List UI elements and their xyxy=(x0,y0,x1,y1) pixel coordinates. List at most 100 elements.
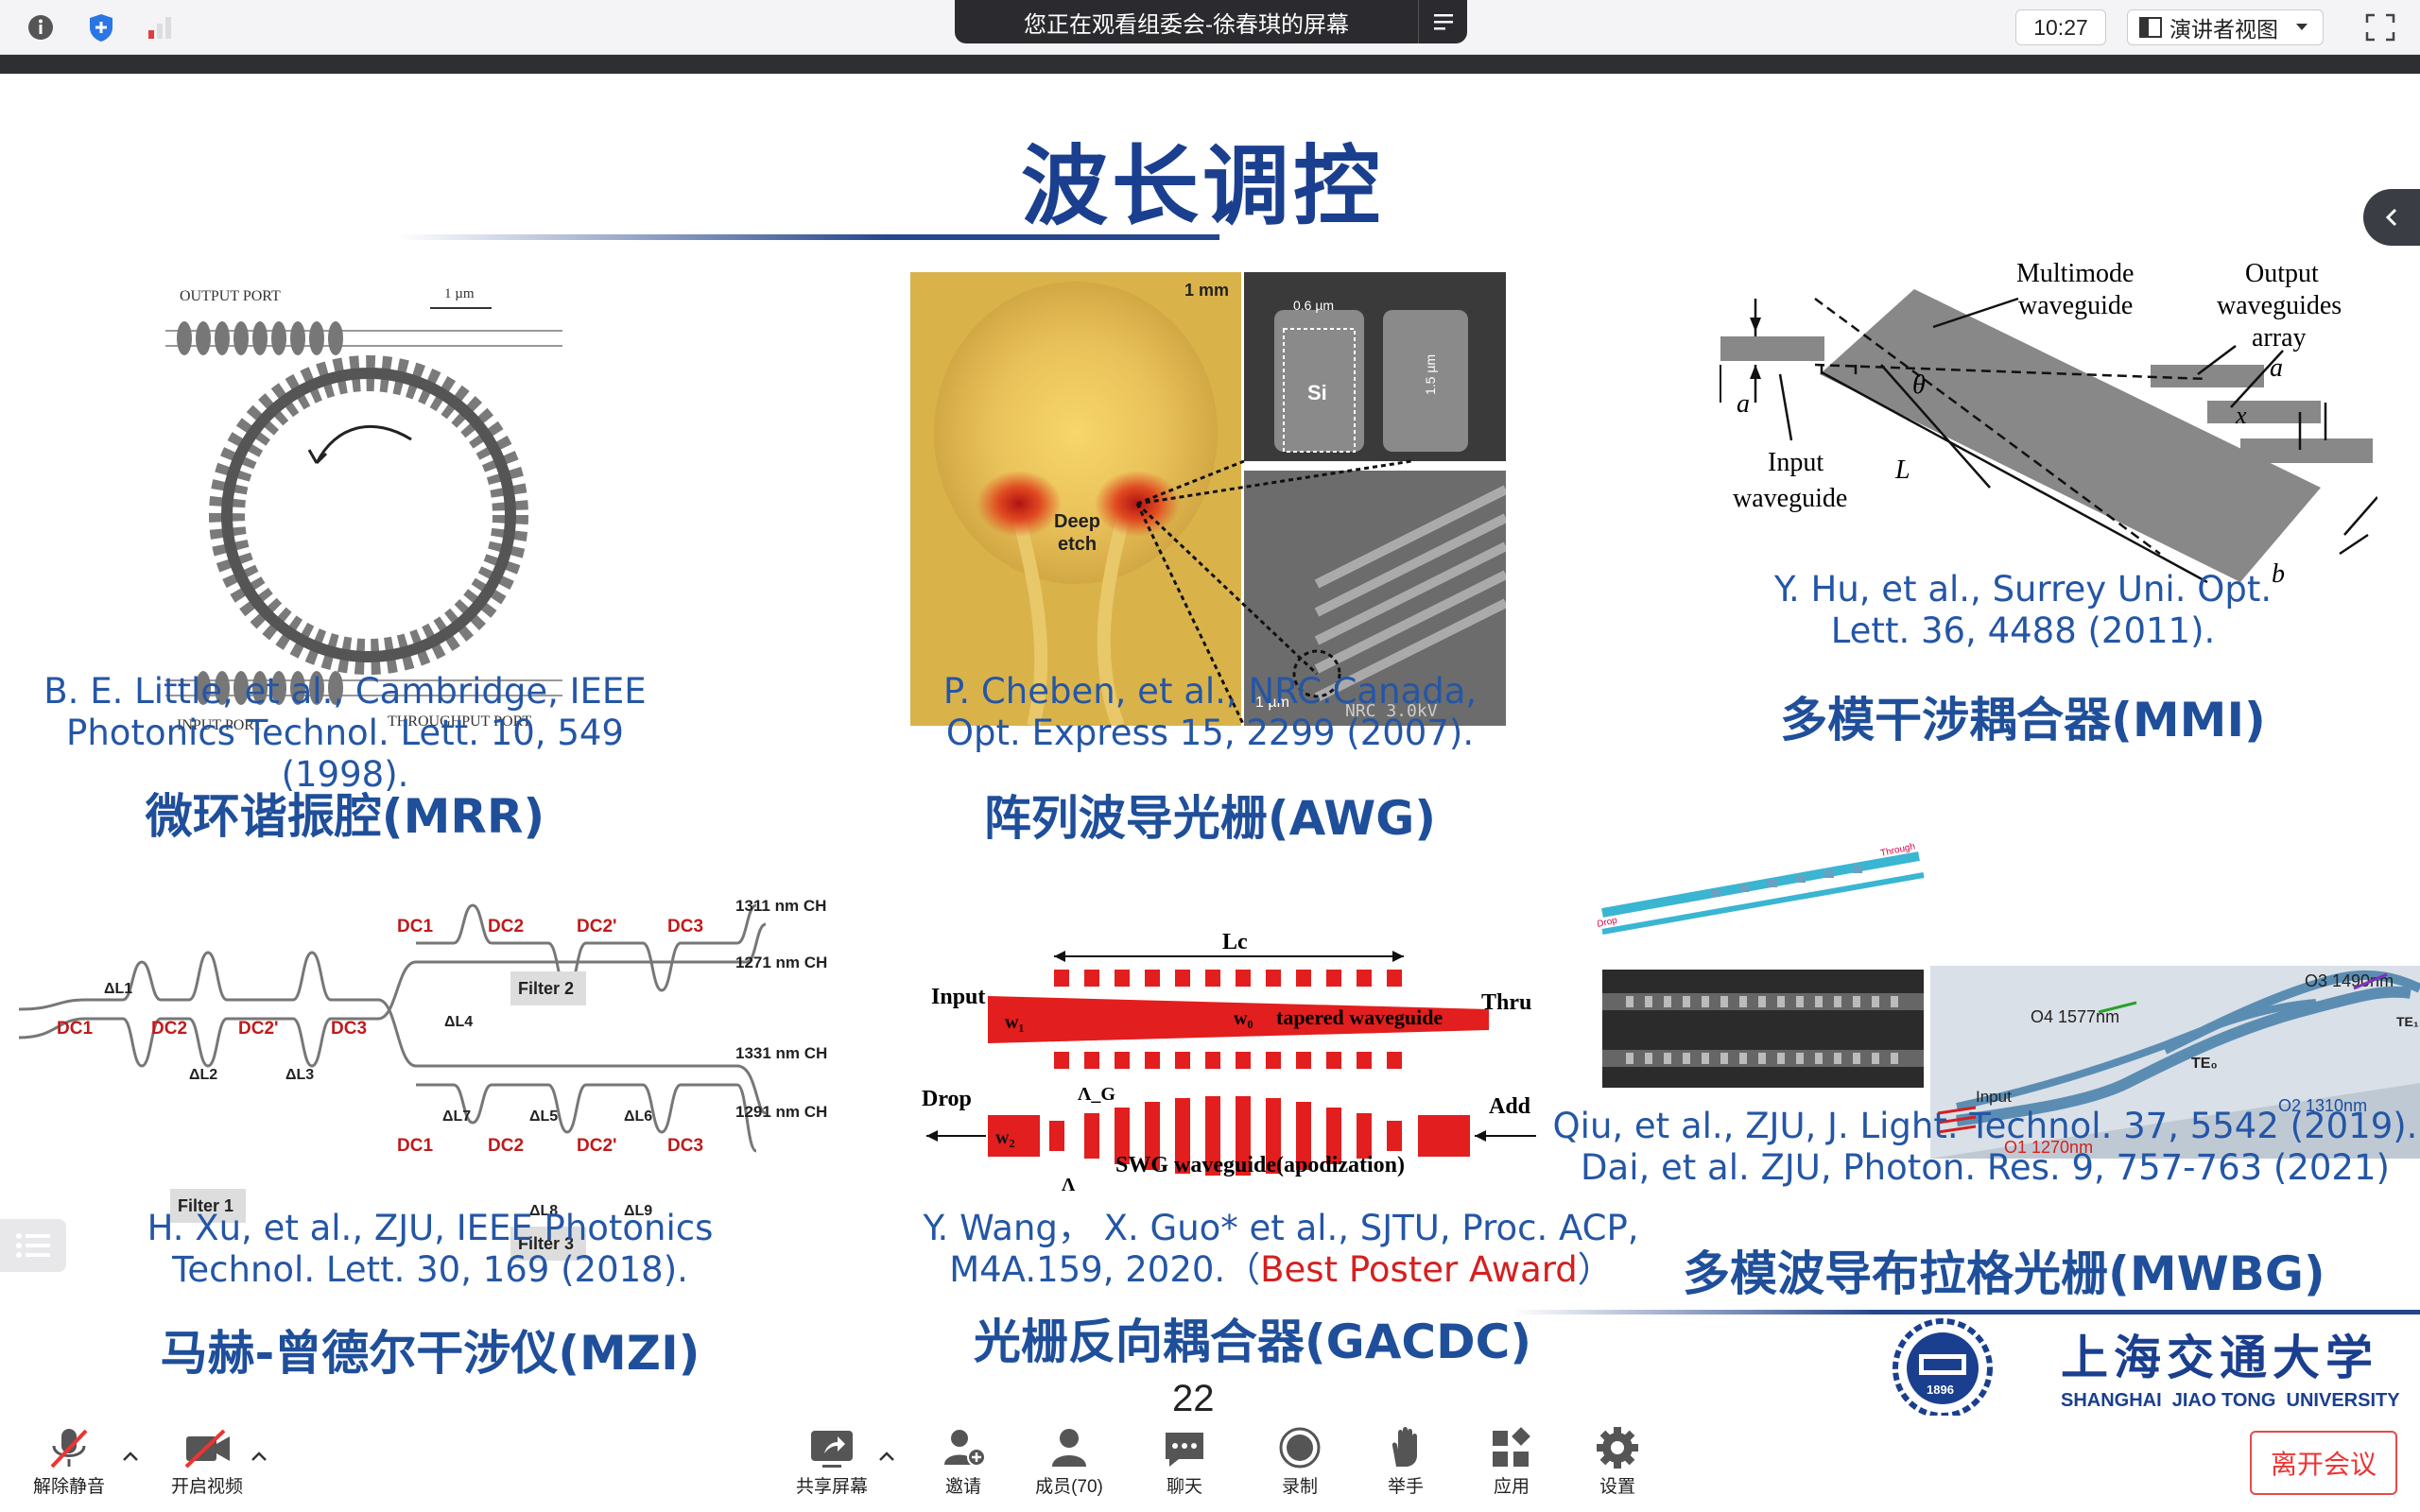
awg-width-label: 0.6 µm xyxy=(1293,298,1334,313)
mzi-dc1-top: DC1 xyxy=(397,917,433,936)
mmi-waveguide-label: waveguide xyxy=(2018,291,2133,320)
fullscreen-icon[interactable] xyxy=(2363,11,2397,43)
mrr-reference: B. E. Little, et al., Cambridge, IEEE Ph… xyxy=(0,671,690,796)
unmute-button[interactable]: 解除静音 xyxy=(17,1425,121,1498)
gacdc-ref-line2-suffix: ） xyxy=(1577,1249,1613,1290)
share-menu-icon[interactable] xyxy=(1418,0,1467,43)
unmute-label: 解除静音 xyxy=(32,1477,105,1497)
members-icon xyxy=(1052,1429,1086,1467)
mwbg-caption: 多模波导布拉格光栅(MWBG) xyxy=(1683,1246,2325,1301)
mrr-scale-label: 1 µm xyxy=(444,286,475,301)
chevron-left-icon xyxy=(2385,208,2397,227)
gacdc-lambda-label: Λ xyxy=(1062,1175,1076,1195)
mwbg-ref-line1: Qiu, et al., ZJU, J. Light. Technol. 37,… xyxy=(1552,1106,2418,1146)
mwbg-reference: Qiu, et al., ZJU, J. Light. Technol. 37,… xyxy=(1550,1106,2420,1189)
footer-line xyxy=(1512,1310,2420,1314)
sjtu-logo: 1896 上海交通大学 SHANGHAI JIAO TONG UNIVERSIT… xyxy=(1891,1316,2401,1416)
start-video-button[interactable]: 开启视频 xyxy=(155,1425,259,1498)
settings-button[interactable]: 设置 xyxy=(1565,1425,1669,1498)
mzi-dc1-bot: DC1 xyxy=(397,1136,433,1156)
mzi-ch1331: 1331 nm CH xyxy=(735,1044,827,1062)
info-icon[interactable] xyxy=(25,11,57,43)
mzi-dl1: ΔL1 xyxy=(104,981,132,997)
title-underline xyxy=(397,234,1219,240)
record-icon xyxy=(1279,1427,1321,1469)
mwbg-input-label: Input xyxy=(1976,1088,2012,1106)
mwbg-drop-label: Drop xyxy=(1598,916,1618,930)
apps-button[interactable]: 应用 xyxy=(1460,1425,1564,1498)
gacdc-lc-label: Lc xyxy=(1222,930,1248,954)
awg-1um-label: 1 µm xyxy=(1255,695,1289,711)
chat-icon xyxy=(1166,1433,1203,1467)
invite-icon xyxy=(944,1430,986,1467)
chevron-down-icon xyxy=(2296,24,2308,30)
side-panel-toggle[interactable] xyxy=(2363,189,2420,246)
mmi-caption: 多模干涉耦合器(MMI) xyxy=(1780,693,2266,747)
awg-sem-label: NRC 3.0kV xyxy=(1345,701,1438,721)
mmi-reference: Y. Hu, et al., Surrey Uni. Opt. Lett. 36… xyxy=(1664,569,2382,652)
mmi-waveguides-label: waveguides xyxy=(2217,291,2342,320)
mwbg-o2-label: O2 1310nm xyxy=(2278,1096,2367,1115)
mzi-dc2p: DC2' xyxy=(238,1019,279,1039)
mwbg-o3-label: O3 1490nm xyxy=(2305,971,2394,990)
window-divider xyxy=(0,55,2420,74)
record-button[interactable]: 录制 xyxy=(1248,1425,1352,1498)
view-mode-dropdown[interactable]: 演讲者视图 xyxy=(2127,9,2324,45)
chevron-up-icon[interactable] xyxy=(250,1450,268,1463)
mzi-dl7: ΔL7 xyxy=(442,1108,471,1125)
chat-button[interactable]: 聊天 xyxy=(1132,1425,1236,1498)
gacdc-ref-line2-prefix: M4A.159, 2020.（ xyxy=(949,1249,1261,1290)
leave-meeting-button[interactable]: 离开会议 xyxy=(2250,1431,2397,1495)
gacdc-thru-label: Thru xyxy=(1481,990,1531,1015)
mmi-ref-line1: Y. Hu, et al., Surrey Uni. Opt. xyxy=(1773,569,2273,610)
video-off-icon xyxy=(184,1429,230,1469)
raise-hand-button[interactable]: 举手 xyxy=(1354,1425,1458,1498)
mmi-multimode-label: Multimode xyxy=(2016,259,2134,288)
layout-icon xyxy=(2139,17,2162,38)
mmi-output-label: Output xyxy=(2245,259,2319,288)
mmi-theta: θ xyxy=(1912,370,1926,400)
chevron-up-icon[interactable] xyxy=(877,1450,896,1463)
members-button[interactable]: 成员(70) xyxy=(1017,1425,1121,1498)
signal-strength-icon[interactable] xyxy=(144,11,176,43)
raise-hand-icon xyxy=(1392,1427,1417,1467)
sjtu-emblem-icon: 1896 xyxy=(1893,1318,1993,1416)
gacdc-w1-label: w₁ xyxy=(1005,1012,1024,1033)
mmi-input-label: Input xyxy=(1768,448,1824,477)
presentation-slide: 波长调控 OUTPUT PORT 1 µm INPUT PORT THROUGH… xyxy=(0,74,2420,1416)
mzi-dc3: DC3 xyxy=(331,1019,367,1039)
share-screen-label: 共享屏幕 xyxy=(795,1477,868,1497)
mrr-figure: OUTPUT PORT 1 µm INPUT PORT THROUGHPUT P… xyxy=(165,274,562,737)
mzi-dc2: DC2 xyxy=(151,1019,187,1039)
gacdc-w0-label: w₀ xyxy=(1234,1008,1253,1029)
gacdc-tapered-label: tapered waveguide xyxy=(1276,1005,1443,1029)
members-label: 成员(70) xyxy=(1035,1477,1103,1497)
gacdc-add-label: Add xyxy=(1489,1094,1531,1119)
screen-share-indicator[interactable]: 您正在观看组委会-徐春琪的屏幕 xyxy=(955,0,1467,43)
mzi-ref-line2: Technol. Lett. 30, 169 (2018). xyxy=(172,1249,688,1290)
notes-panel-toggle[interactable] xyxy=(0,1219,66,1272)
gacdc-ref-line1: Y. Wang， X. Guo* et al., SJTU, Proc. ACP… xyxy=(923,1208,1639,1248)
mmi-array-label: array xyxy=(2252,323,2307,352)
mzi-dl4: ΔL4 xyxy=(444,1014,473,1030)
share-status-text: 您正在观看组委会-徐春琪的屏幕 xyxy=(1024,11,1349,38)
mzi-dc2-bot: DC2 xyxy=(488,1136,524,1156)
meeting-toolbar: 解除静音 开启视频 共享屏幕 邀请 成员(70) 聊天 录制 举手 应用 设置 … xyxy=(0,1416,2420,1512)
awg-ref-line1: P. Cheben, et al., NRC.Canada, xyxy=(942,671,1478,712)
share-screen-button[interactable]: 共享屏幕 xyxy=(780,1425,884,1498)
gacdc-w2-label: w₂ xyxy=(995,1127,1014,1148)
chevron-up-icon[interactable] xyxy=(121,1450,140,1463)
mrr-input-label: INPUT PORT xyxy=(177,717,263,733)
settings-icon xyxy=(1597,1427,1638,1469)
mzi-ch1291: 1291 nm CH xyxy=(735,1103,827,1121)
record-label: 录制 xyxy=(1281,1477,1318,1497)
invite-button[interactable]: 邀请 xyxy=(911,1425,1015,1498)
security-shield-icon[interactable] xyxy=(85,11,117,43)
sjtu-chinese-name: 上海交通大学 xyxy=(2061,1330,2378,1385)
awg-ref-line2: Opt. Express 15, 2299 (2007). xyxy=(945,713,1475,753)
awg-figure: 1 mm Deep etch Si 0.6 µm 1.5 µm 1 µm NRC… xyxy=(910,272,1509,729)
mrr-output-label: OUTPUT PORT xyxy=(180,288,281,304)
mrr-through-label: THROUGHPUT PORT xyxy=(388,713,531,730)
gacdc-figure: Lc Input Thru w₁ w₀ tapered waveguide Λ_… xyxy=(922,924,1546,1264)
mzi-filter3: Filter 3 xyxy=(518,1234,574,1253)
